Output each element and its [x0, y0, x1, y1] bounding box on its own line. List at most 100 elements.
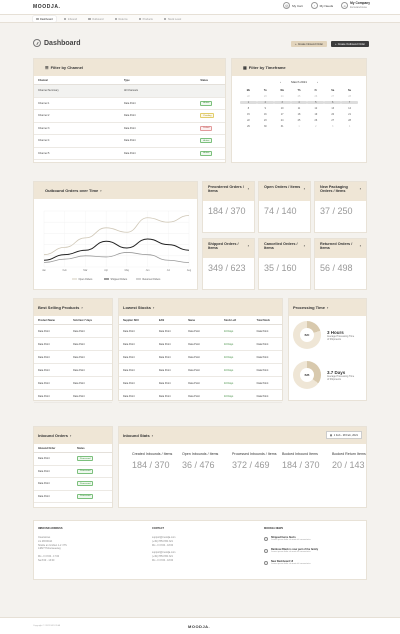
- news-item[interactable]: Rainbow Black is now part of the family L…: [264, 548, 364, 554]
- table-row[interactable]: Data Point Processed: [34, 477, 112, 491]
- calendar-day[interactable]: 27: [331, 119, 335, 122]
- create-inbound-button[interactable]: + Create Inbound Order: [291, 41, 328, 48]
- calendar-day[interactable]: 10: [280, 107, 284, 110]
- news-item[interactable]: Shipped Items Alerts Lorem ipsum dolor si…: [264, 536, 364, 542]
- calendar-day[interactable]: 7: [341, 101, 358, 104]
- app-logo[interactable]: MOODJA.: [33, 4, 61, 10]
- table-cell: Data Point: [69, 350, 112, 364]
- table-row[interactable]: Channel 2 Data Point Pending: [34, 109, 225, 123]
- calendar-day[interactable]: 28: [348, 95, 351, 98]
- news-item[interactable]: New Dashboard UI Lorem ipsum dolor sit am…: [264, 560, 364, 566]
- table-row[interactable]: Data Point Data Point Data Point 10 Days Dat…: [119, 324, 282, 338]
- calendar-day[interactable]: 2: [256, 101, 274, 104]
- calendar-day[interactable]: 6: [324, 101, 342, 104]
- calendar-day[interactable]: 22: [247, 119, 250, 122]
- calendar-day[interactable]: 24: [280, 95, 284, 98]
- calendar-day[interactable]: 14: [348, 107, 351, 110]
- company-menu[interactable]: ☺ My Company Eurowarehouse: [341, 1, 370, 10]
- table-row[interactable]: Data Point Data Point Data Point 10 Days Dat…: [119, 350, 282, 364]
- create-outbound-button[interactable]: + Create Outbound Order: [331, 41, 369, 48]
- calendar-day[interactable]: 3: [273, 101, 291, 104]
- table-row[interactable]: Channel 3 Data Point Failed: [34, 122, 225, 135]
- table-row[interactable]: Data Point Processed: [34, 465, 112, 478]
- calendar-day[interactable]: 28: [348, 119, 351, 122]
- chevron-right-icon[interactable]: ›: [100, 188, 102, 193]
- calendar-day[interactable]: 9: [264, 107, 266, 110]
- contact-line[interactable]: support@moodja.com: [152, 536, 176, 539]
- calendar-day[interactable]: 15: [247, 113, 250, 116]
- calendar-prev-icon[interactable]: ‹: [280, 80, 282, 84]
- table-row[interactable]: Data Point Processed: [34, 490, 112, 503]
- table-row[interactable]: Channel 5 Data Point Active: [34, 147, 225, 160]
- table-row[interactable]: Channel Summary All Channels: [34, 84, 225, 98]
- chevron-right-icon[interactable]: ›: [153, 305, 155, 310]
- stat-card[interactable]: New Packaging Orders / Items › 37 / 250: [314, 181, 367, 233]
- chevron-right-icon[interactable]: ›: [81, 305, 83, 310]
- table-row[interactable]: Data Point Data Point: [34, 363, 112, 377]
- table-cell: Data Point: [34, 363, 70, 377]
- nav-item-dashboard[interactable]: Dashboard: [33, 16, 56, 22]
- column-header: EAN: [154, 316, 185, 325]
- chevron-right-icon[interactable]: ›: [151, 433, 154, 438]
- calendar-day[interactable]: 17: [280, 113, 284, 116]
- table-row[interactable]: Data Point Data Point Data Point 10 Days Dat…: [119, 389, 282, 403]
- table-row[interactable]: Data Point Processed: [34, 452, 112, 466]
- calendar-day[interactable]: 16: [263, 113, 267, 116]
- calendar-day[interactable]: 11: [297, 107, 301, 110]
- calendar-day[interactable]: 20: [331, 113, 335, 116]
- calendar-day[interactable]: 1: [298, 125, 300, 128]
- contact-line[interactable]: support@moodja.com: [152, 551, 176, 555]
- stat-card[interactable]: Returned Orders / Items › 56 / 498: [314, 238, 367, 290]
- stat-card[interactable]: Cancelled Orders / Items › 35 / 160: [258, 238, 311, 290]
- calendar-day[interactable]: 13: [331, 107, 335, 110]
- nav-item-outbound[interactable]: Outbound: [85, 16, 106, 22]
- table-row[interactable]: Data Point Data Point: [34, 389, 112, 403]
- cart-button[interactable]: ⛒ My Cart: [283, 2, 303, 10]
- table-row[interactable]: Data Point Data Point: [34, 376, 112, 390]
- calendar-day[interactable]: 27: [331, 95, 335, 98]
- chevron-right-icon[interactable]: ›: [70, 433, 72, 438]
- table-row[interactable]: Data Point Data Point: [34, 350, 112, 364]
- calendar-day[interactable]: 19: [314, 113, 318, 116]
- calendar-day[interactable]: 4: [290, 101, 308, 104]
- calendar-day[interactable]: 21: [348, 113, 351, 116]
- calendar-day[interactable]: 3: [332, 125, 334, 128]
- calendar-day[interactable]: 29: [247, 125, 250, 128]
- calendar-day[interactable]: 1: [240, 101, 257, 104]
- calendar-day[interactable]: 23: [263, 95, 267, 98]
- table-row[interactable]: Data Point Data Point Data Point 10 Days Dat…: [119, 337, 282, 351]
- nav-item-products[interactable]: Products: [136, 16, 156, 22]
- calendar-day[interactable]: 26: [314, 119, 318, 122]
- calendar-next-icon[interactable]: ›: [316, 80, 318, 84]
- date-range-picker[interactable]: ▦ 1 Feb - 28 Feb, 2021: [325, 431, 362, 440]
- calendar-day[interactable]: 22: [247, 95, 250, 98]
- nav-item-returns[interactable]: Returns: [112, 16, 131, 22]
- calendar-day[interactable]: 24: [280, 119, 284, 122]
- table-row[interactable]: Data Point Data Point Data Point 10 Days Dat…: [119, 376, 282, 390]
- calendar-day[interactable]: 25: [297, 119, 301, 122]
- calendar-day[interactable]: 30: [263, 125, 267, 128]
- calendar-day[interactable]: 26: [314, 95, 318, 98]
- nav-item-inbound[interactable]: Inbound: [61, 16, 80, 22]
- table-row[interactable]: Data Point Data Point: [34, 337, 112, 351]
- nav-item-stock-level[interactable]: Stock Level: [161, 16, 184, 22]
- chevron-right-icon[interactable]: ›: [326, 305, 329, 310]
- stat-card[interactable]: Preordered Orders / Items › 184 / 370: [202, 181, 255, 233]
- stat-card[interactable]: Open Orders / Items › 74 / 140: [258, 181, 311, 233]
- calendar-day[interactable]: 25: [297, 95, 301, 98]
- table-row[interactable]: Data Point Data Point: [34, 324, 112, 338]
- table-row[interactable]: Channel 1 Data Point Active: [34, 97, 225, 110]
- calendar-day[interactable]: 23: [263, 119, 267, 122]
- needs-button[interactable]: ◔ My Needs: [310, 2, 333, 10]
- calendar-month: March 2021: [291, 80, 307, 84]
- calendar-day[interactable]: 2: [315, 125, 317, 128]
- stat-card[interactable]: Shipped Orders / Items › 349 / 623: [202, 238, 255, 290]
- calendar-day[interactable]: 8: [247, 107, 250, 110]
- calendar-day[interactable]: 12: [314, 107, 318, 110]
- table-row[interactable]: Channel 4 Data Point Active: [34, 134, 225, 148]
- calendar-day[interactable]: 31: [280, 125, 284, 128]
- table-row[interactable]: Data Point Data Point Data Point 10 Days Dat…: [119, 363, 282, 377]
- calendar-day[interactable]: 5: [307, 101, 325, 104]
- calendar-day[interactable]: 4: [348, 125, 351, 128]
- calendar-day[interactable]: 18: [297, 113, 301, 116]
